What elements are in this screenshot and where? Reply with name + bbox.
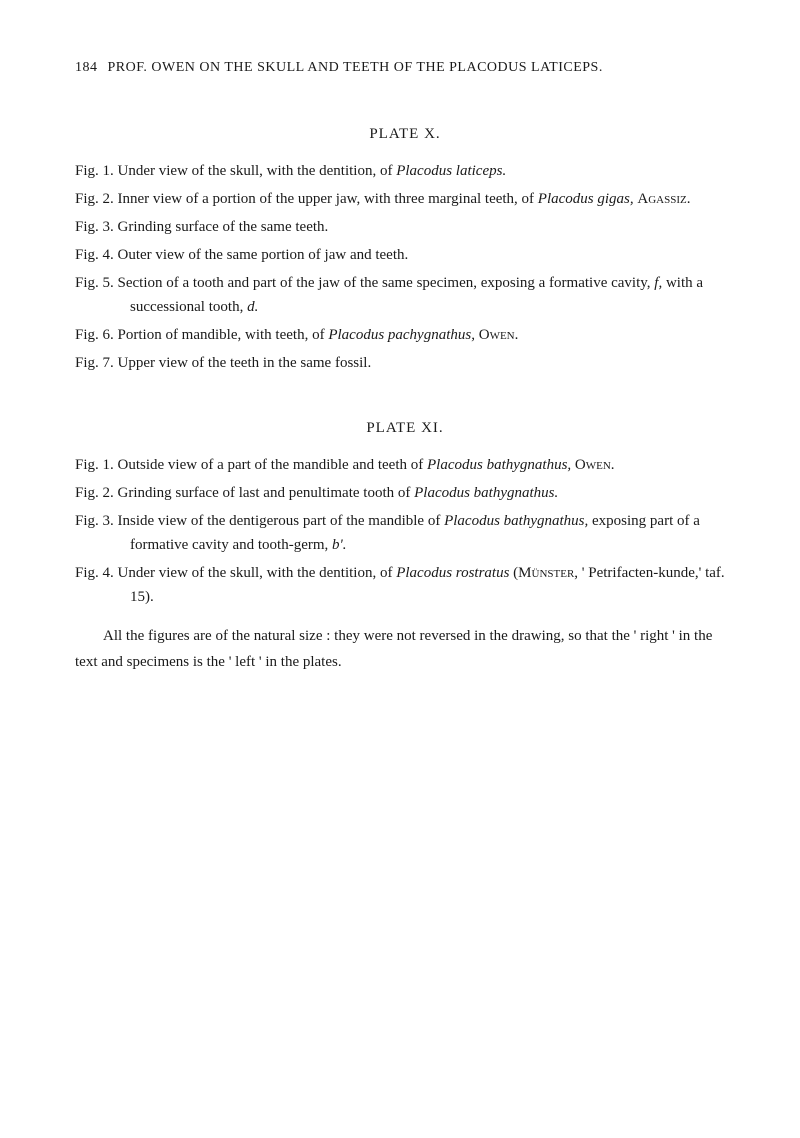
fig-text: Section of a tooth and part of the jaw o… (118, 275, 655, 291)
fig-text: Upper view of the teeth in the same foss… (118, 355, 372, 371)
fig-text: Inner view of a portion of the upper jaw… (118, 191, 538, 207)
fig-italic: Placodus bathygnathus, (444, 513, 588, 529)
fig-entry: Fig. 7. Upper view of the teeth in the s… (75, 351, 735, 375)
fig-text: Under view of the skull, with the dentit… (118, 565, 397, 581)
page-header: 184 PROF. OWEN ON THE SKULL AND TEETH OF… (75, 60, 735, 76)
fig-italic: Placodus laticeps. (396, 163, 506, 179)
fig-label: Fig. 6. (75, 327, 114, 343)
fig-text: Inside view of the dentigerous part of t… (118, 513, 445, 529)
fig-entry: Fig. 3. Inside view of the dentigerous p… (75, 509, 735, 557)
fig-label: Fig. 4. (75, 247, 114, 263)
fig-label: Fig. 1. (75, 457, 114, 473)
fig-text: Portion of mandible, with teeth, of (118, 327, 329, 343)
page-number: 184 (75, 60, 98, 76)
fig-text: Outer view of the same portion of jaw an… (118, 247, 409, 263)
fig-smallcaps: Agassiz. (637, 191, 690, 207)
fig-text: ( (509, 565, 518, 581)
fig-smallcaps: Owen. (479, 327, 519, 343)
fig-label: Fig. 4. (75, 565, 114, 581)
fig-italic: Placodus gigas, (538, 191, 634, 207)
closing-text: All the figures are of the natural size … (75, 628, 712, 670)
fig-label: Fig. 5. (75, 275, 114, 291)
fig-label: Fig. 2. (75, 191, 114, 207)
fig-entry: Fig. 1. Outside view of a part of the ma… (75, 453, 735, 477)
fig-label: Fig. 3. (75, 219, 114, 235)
fig-entry: Fig. 1. Under view of the skull, with th… (75, 159, 735, 183)
plate-xi-title: PLATE XI. (75, 420, 735, 437)
fig-label: Fig. 7. (75, 355, 114, 371)
fig-label: Fig. 2. (75, 485, 114, 501)
fig-entry: Fig. 4. Outer view of the same portion o… (75, 243, 735, 267)
fig-italic: Placodus rostratus (396, 565, 509, 581)
fig-entry: Fig. 5. Section of a tooth and part of t… (75, 271, 735, 319)
header-title: PROF. OWEN ON THE SKULL AND TEETH OF THE… (108, 60, 603, 76)
plate-x-title: PLATE X. (75, 126, 735, 143)
fig-text: Grinding surface of last and penultimate… (118, 485, 415, 501)
fig-text: Outside view of a part of the mandible a… (118, 457, 428, 473)
fig-entry: Fig. 4. Under view of the skull, with th… (75, 561, 735, 609)
plate-x-section: PLATE X. Fig. 1. Under view of the skull… (75, 126, 735, 375)
fig-text: Grinding surface of the same teeth. (118, 219, 329, 235)
fig-smallcaps: Münster, (518, 565, 578, 581)
fig-entry: Fig. 2. Inner view of a portion of the u… (75, 187, 735, 211)
fig-entry: Fig. 6. Portion of mandible, with teeth,… (75, 323, 735, 347)
fig-italic: d. (247, 299, 258, 315)
plate-xi-section: PLATE XI. Fig. 1. Outside view of a part… (75, 420, 735, 675)
fig-label: Fig. 3. (75, 513, 114, 529)
fig-entry: Fig. 2. Grinding surface of last and pen… (75, 481, 735, 505)
fig-text: Under view of the skull, with the dentit… (118, 163, 397, 179)
fig-smallcaps: Owen. (575, 457, 615, 473)
fig-italic: Placodus bathygnathus. (414, 485, 558, 501)
fig-italic: Placodus pachygnathus, (328, 327, 475, 343)
fig-italic: Placodus bathygnathus, (427, 457, 571, 473)
fig-entry: Fig. 3. Grinding surface of the same tee… (75, 215, 735, 239)
closing-paragraph: All the figures are of the natural size … (75, 624, 735, 675)
fig-label: Fig. 1. (75, 163, 114, 179)
fig-italic: b'. (332, 537, 346, 553)
